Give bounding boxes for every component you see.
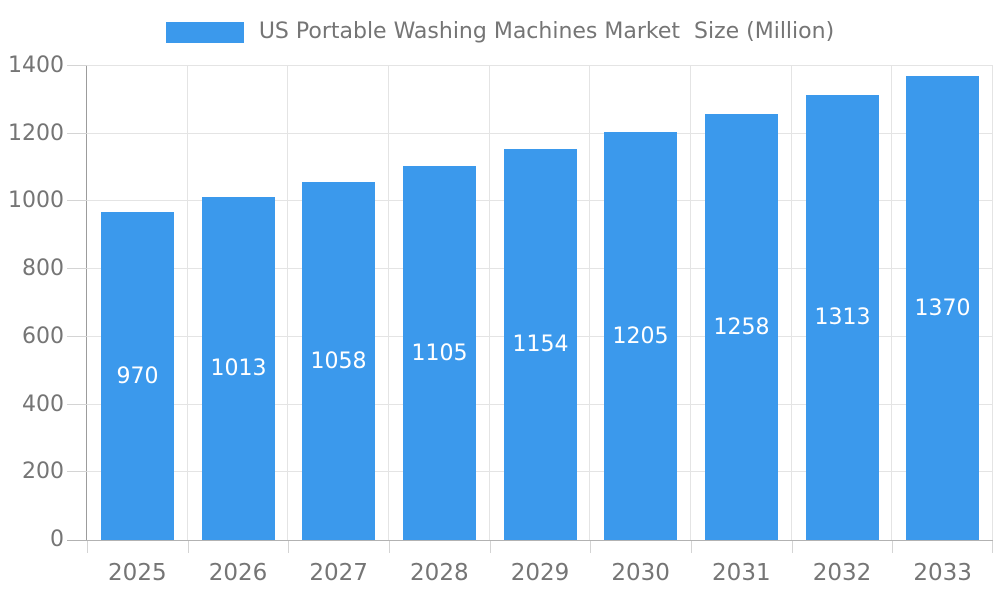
x-axis-label: 2032 <box>812 560 872 586</box>
x-tick <box>489 541 491 553</box>
x-tick <box>791 541 793 553</box>
x-axis-label: 2026 <box>208 560 268 586</box>
y-axis-label: 1400 <box>8 53 64 78</box>
x-axis-label: 2028 <box>410 560 469 586</box>
gridline-vertical <box>891 66 893 540</box>
bar-value-label: 1105 <box>411 340 468 366</box>
x-tick <box>389 541 390 553</box>
x-tick <box>87 541 88 553</box>
x-axis-line <box>67 540 993 541</box>
legend-swatch-icon <box>165 21 244 43</box>
bar[interactable]: 1370 <box>906 76 979 540</box>
bar[interactable]: 1154 <box>504 149 577 540</box>
bar[interactable]: 1313 <box>806 95 879 540</box>
gridline-horizontal <box>87 65 993 66</box>
gridline-vertical <box>488 66 490 540</box>
bar-value-label: 1258 <box>713 314 770 340</box>
x-axis-label: 2029 <box>510 560 570 586</box>
gridline-vertical <box>992 66 993 540</box>
x-tick <box>187 541 189 553</box>
y-tick <box>67 268 87 270</box>
gridline-vertical <box>388 66 389 540</box>
bar-value-label: 1313 <box>814 305 871 330</box>
legend-label: US Portable Washing Machines Market Size… <box>258 19 835 44</box>
x-axis-label: 2033 <box>913 560 972 586</box>
gridline-horizontal <box>87 132 993 134</box>
y-tick <box>67 403 87 405</box>
x-tick <box>288 541 290 553</box>
y-axis-label: 1200 <box>8 120 64 146</box>
bar[interactable]: 1058 <box>302 182 375 540</box>
x-axis-label: 2030 <box>611 560 670 586</box>
bar-value-label: 1205 <box>612 323 669 349</box>
y-axis-label: 400 <box>22 391 64 417</box>
x-axis-label: 2031 <box>712 560 771 586</box>
legend[interactable]: US Portable Washing Machines Market Size… <box>0 19 1000 45</box>
bar-value-label: 970 <box>116 363 159 389</box>
bar[interactable]: 1105 <box>403 166 476 540</box>
y-tick <box>67 132 87 134</box>
y-tick <box>67 335 87 337</box>
y-axis-line <box>86 66 87 540</box>
gridline-vertical <box>186 66 188 540</box>
x-tick <box>691 541 692 553</box>
y-tick <box>67 471 87 473</box>
bar-value-label: 1013 <box>210 356 267 381</box>
y-tick <box>67 200 87 202</box>
bar[interactable]: 1205 <box>604 132 677 540</box>
x-tick <box>892 541 894 553</box>
gridline-vertical <box>690 66 691 540</box>
x-axis-label: 2027 <box>309 560 368 586</box>
y-axis-label: 200 <box>22 459 64 485</box>
bar[interactable]: 1258 <box>705 114 778 540</box>
bar[interactable]: 970 <box>101 212 174 540</box>
y-axis-label: 1000 <box>8 188 64 214</box>
x-tick <box>590 541 592 553</box>
y-axis-label: 800 <box>22 256 64 282</box>
gridline-vertical <box>790 66 792 540</box>
y-tick <box>67 65 87 66</box>
y-tick <box>67 540 87 541</box>
gridline-vertical <box>589 66 591 540</box>
y-axis-label: 600 <box>22 323 64 349</box>
y-axis-label: 0 <box>50 527 64 552</box>
plot-area: 970 1013 1058 1105 1154 1205 1258 1313 1370 <box>87 65 993 540</box>
bar-value-label: 1058 <box>310 348 367 374</box>
x-axis-label: 2025 <box>108 560 167 586</box>
bar-value-label: 1370 <box>914 295 971 321</box>
bar-value-label: 1154 <box>512 332 569 357</box>
gridline-vertical <box>287 66 289 540</box>
x-tick <box>992 541 993 553</box>
bar[interactable]: 1013 <box>202 197 275 540</box>
